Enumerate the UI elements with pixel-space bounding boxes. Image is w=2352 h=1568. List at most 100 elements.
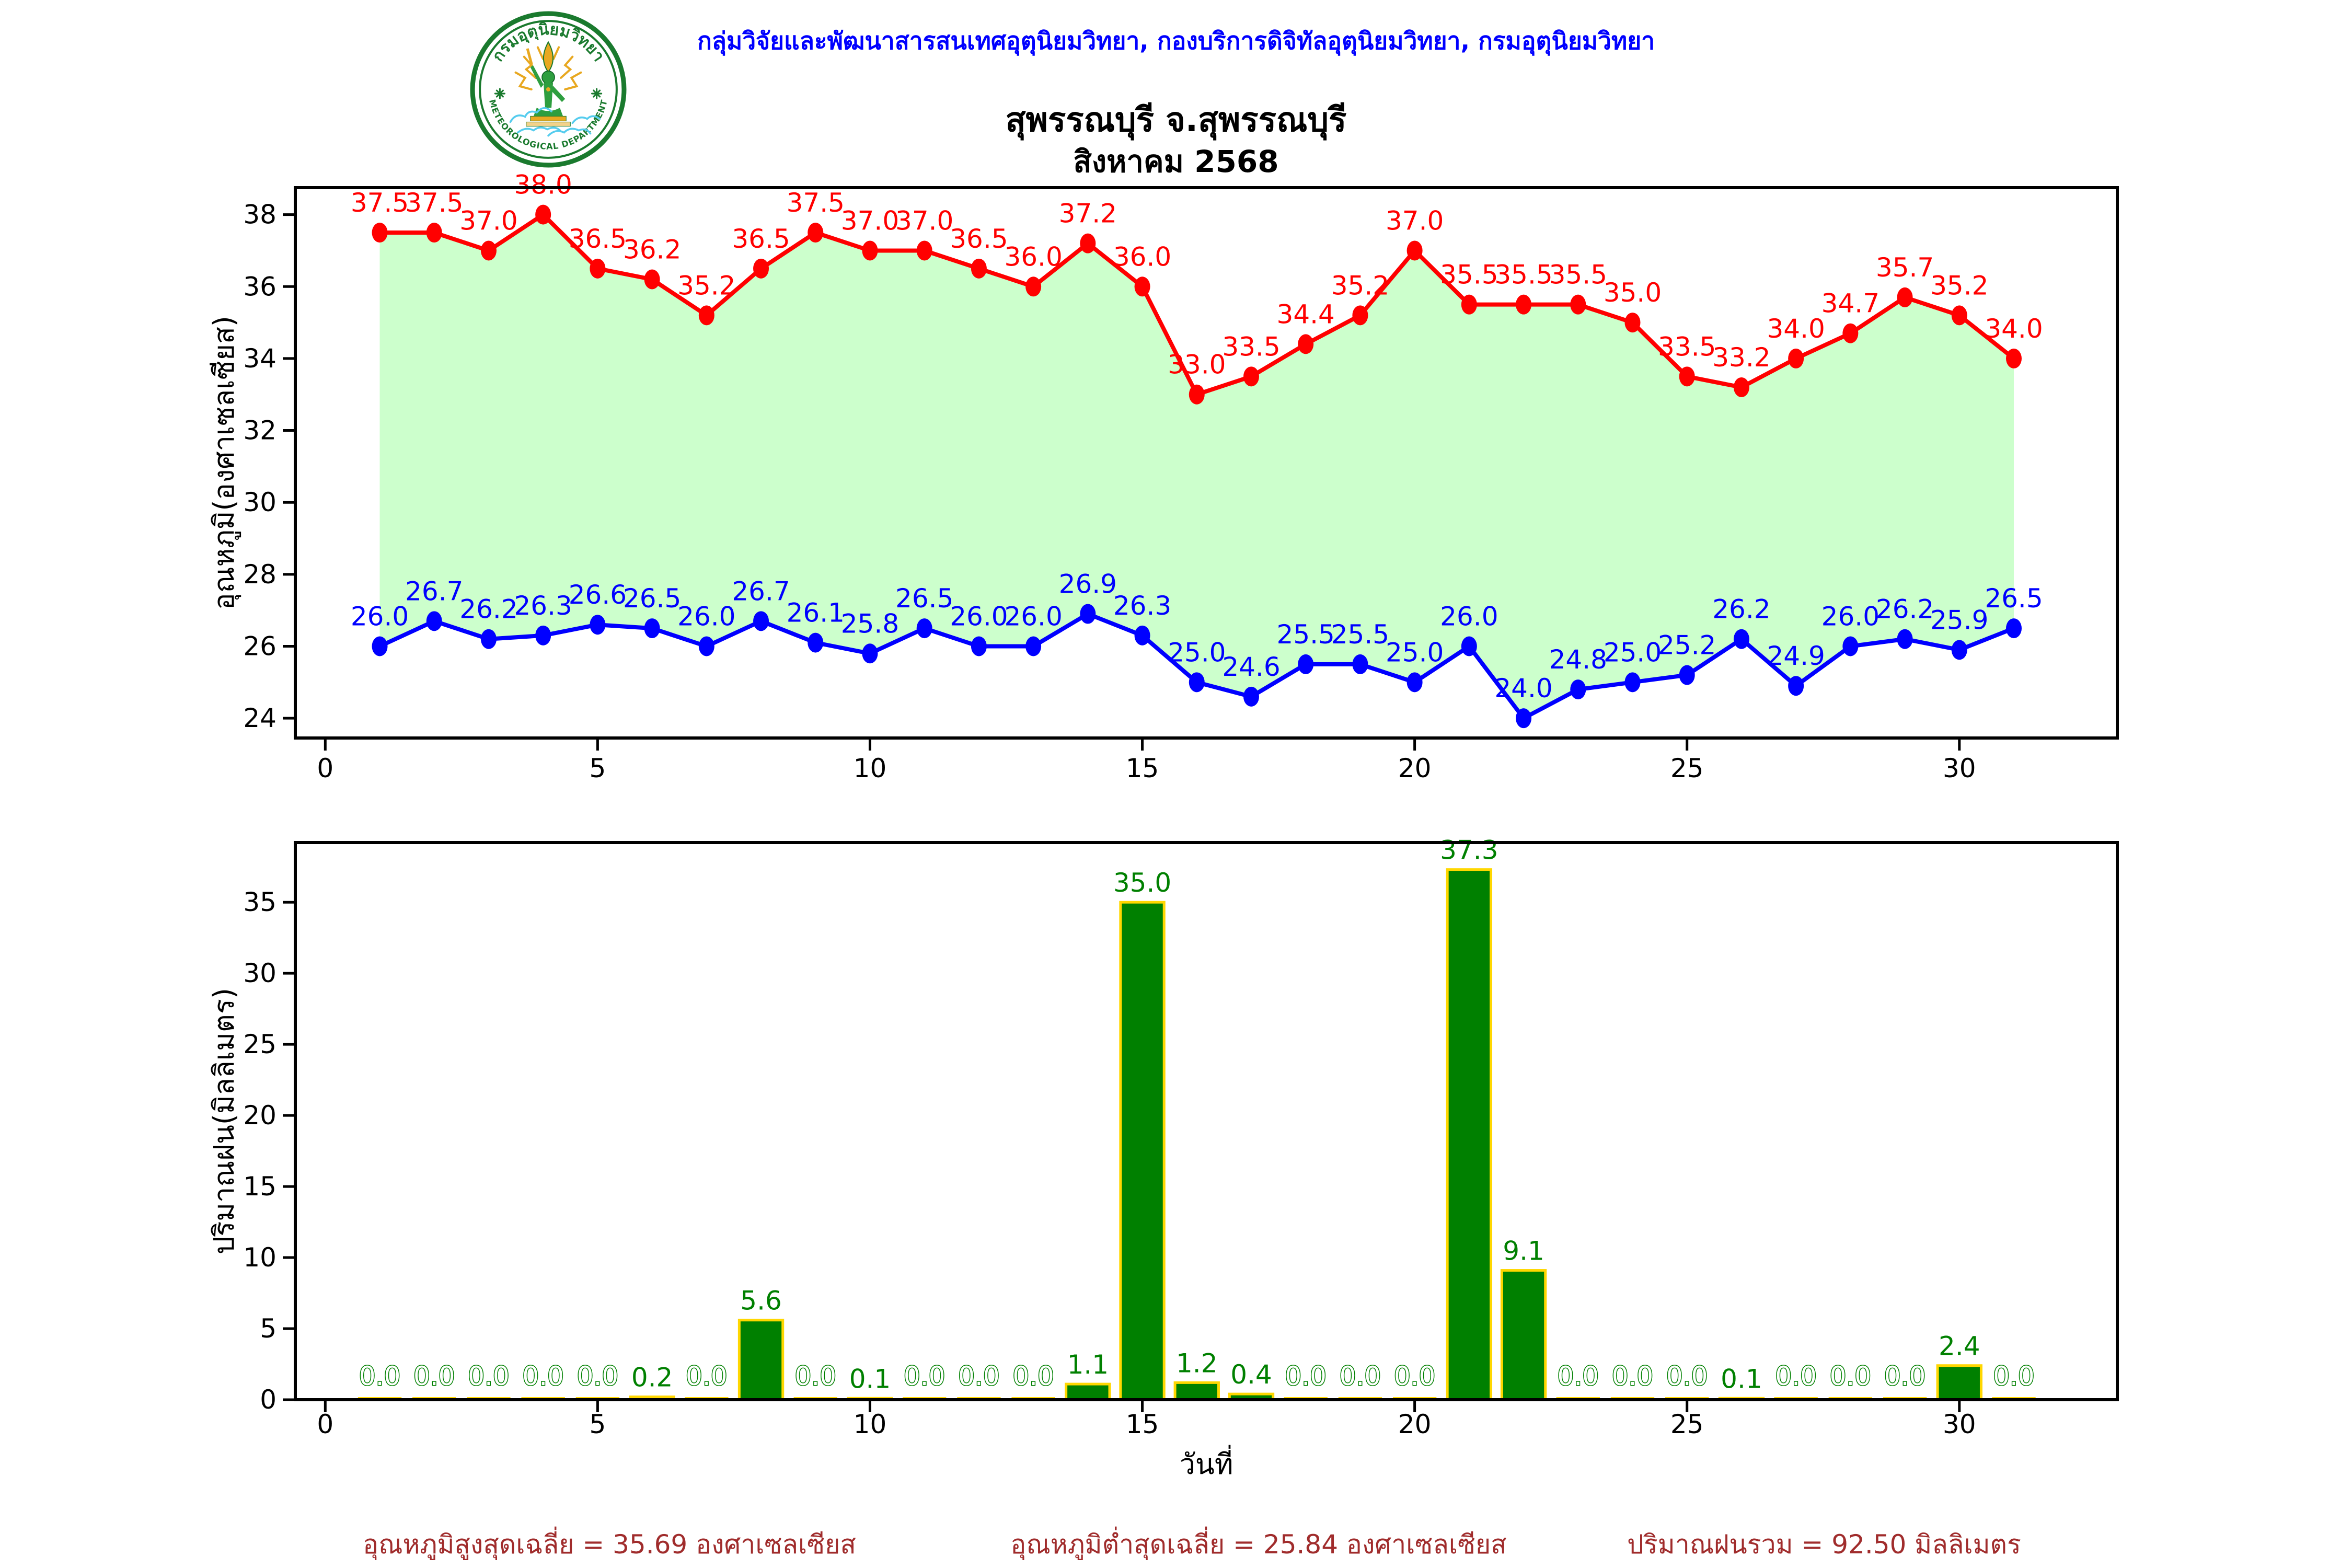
y-axis-tick-label: 30 <box>243 958 276 988</box>
min-temperature-value-label: 26.2 <box>1876 594 1934 625</box>
station-title: สุพรรณบุรี จ.สุพรรณบุรี <box>1005 101 1347 140</box>
max-temperature-value-label: 35.5 <box>1494 260 1552 290</box>
x-axis-tick-label: 15 <box>1126 1409 1159 1439</box>
max-temperature-point <box>1080 233 1096 253</box>
min-temperature-value-label: 26.0 <box>1821 602 1880 632</box>
max-temperature-value-label: 35.5 <box>1549 260 1607 290</box>
y-axis-tick-label: 26 <box>243 631 276 662</box>
min-temperature-value-label: 25.0 <box>1168 637 1226 667</box>
rain-value-label: 2.4 <box>1939 1331 1980 1362</box>
summary-rain-total: ปริมาณฝนรวม = 92.50 มิลลิเมตร <box>1627 1529 2021 1560</box>
rain-value-label-zero: 0.0 <box>1775 1361 1817 1391</box>
max-temperature-value-label: 34.4 <box>1277 299 1335 329</box>
min-temperature-point <box>1461 636 1477 656</box>
summary-avg-min: อุณหภูมิต่ำสุดเฉลี่ย = 25.84 องศาเซลเซีย… <box>1010 1529 1507 1560</box>
min-temperature-point <box>1516 708 1532 729</box>
rain-value-label-zero: 0.0 <box>958 1361 1000 1391</box>
rain-bar <box>1119 901 1166 1401</box>
y-axis-tick-label: 24 <box>243 703 276 733</box>
y-axis-tick-label: 10 <box>243 1242 276 1273</box>
rain-value-label-zero: 0.0 <box>1340 1361 1381 1391</box>
max-temperature-point <box>2005 348 2022 368</box>
max-temperature-value-label: 34.0 <box>1767 314 1825 344</box>
rain-value-label-zero: 0.0 <box>1285 1361 1327 1391</box>
star-ornament-icon <box>494 88 603 99</box>
max-temperature-value-label: 37.0 <box>1386 205 1444 236</box>
rain-value-label-zero: 0.0 <box>794 1361 836 1391</box>
max-temperature-point <box>535 204 551 225</box>
min-temperature-point <box>1842 636 1859 656</box>
max-temperature-value-label: 38.0 <box>514 170 572 200</box>
min-temperature-point <box>1189 672 1205 693</box>
min-temperature-value-label: 25.0 <box>1604 637 1662 667</box>
max-temperature-value-label: 37.5 <box>787 188 845 218</box>
min-temperature-value-label: 24.9 <box>1767 641 1825 671</box>
rain-bar <box>1065 1382 1111 1401</box>
min-temperature-point <box>1243 686 1259 707</box>
min-temperature-point <box>862 643 878 664</box>
min-temperature-point <box>753 611 769 631</box>
y-axis-label: อุณหภูมิ(องศาเซลเซียส) <box>207 316 241 610</box>
min-temperature-point <box>1134 625 1150 645</box>
min-temperature-point <box>535 625 551 645</box>
x-axis-tick-label: 30 <box>1943 753 1976 783</box>
min-temperature-point <box>1733 629 1749 649</box>
max-temperature-point <box>590 258 606 279</box>
max-temperature-value-label: 35.0 <box>1604 278 1662 308</box>
rain-value-label-zero: 0.0 <box>1666 1361 1708 1391</box>
max-temperature-value-label: 36.0 <box>1113 241 1171 272</box>
max-temperature-value-label: 36.0 <box>1004 241 1062 272</box>
rain-value-label-zero: 0.0 <box>1830 1361 1872 1391</box>
max-temperature-point <box>480 240 497 261</box>
max-temperature-point <box>1516 294 1532 315</box>
max-temperature-value-label: 37.0 <box>459 205 517 236</box>
y-axis-tick-label: 28 <box>243 559 276 590</box>
min-temperature-point <box>480 629 497 649</box>
rain-value-label-zero: 0.0 <box>468 1361 510 1391</box>
rain-value-label: 5.6 <box>740 1286 782 1316</box>
min-temperature-value-label: 25.2 <box>1658 630 1716 661</box>
min-temperature-point <box>426 611 442 631</box>
rain-value-label-zero: 0.0 <box>1884 1361 1926 1391</box>
rain-value-label: 0.4 <box>1230 1359 1272 1390</box>
month-subtitle: สิงหาคม 2568 <box>1073 144 1279 179</box>
rain-value-label: 1.2 <box>1176 1348 1218 1378</box>
max-temperature-point <box>1298 334 1314 354</box>
max-temperature-point <box>971 258 987 279</box>
max-temperature-point <box>644 269 660 290</box>
rain-value-label: 1.1 <box>1067 1350 1109 1380</box>
x-axis-tick-label: 5 <box>589 1409 606 1439</box>
min-temperature-point <box>2005 618 2022 639</box>
max-temperature-point <box>1624 313 1641 333</box>
x-axis-tick-label: 10 <box>854 753 887 783</box>
min-temperature-value-label: 24.8 <box>1549 644 1607 675</box>
min-temperature-value-label: 26.0 <box>677 602 735 632</box>
max-temperature-point <box>372 223 388 243</box>
min-temperature-value-label: 26.2 <box>459 594 517 625</box>
x-axis-tick-label: 25 <box>1670 1409 1704 1439</box>
max-temperature-point <box>1733 377 1749 397</box>
rain-value-label-zero: 0.0 <box>413 1361 455 1391</box>
max-temperature-value-label: 37.5 <box>351 188 409 218</box>
max-temperature-value-label: 35.2 <box>677 270 735 301</box>
min-temperature-value-label: 26.7 <box>732 576 790 606</box>
y-axis-tick-label: 25 <box>243 1029 276 1059</box>
min-temperature-value-label: 26.0 <box>1440 602 1498 632</box>
max-temperature-point <box>1134 276 1150 297</box>
min-temperature-value-label: 25.9 <box>1930 605 1988 635</box>
max-temperature-value-label: 33.5 <box>1222 331 1280 362</box>
max-temperature-point <box>753 258 769 279</box>
min-temperature-value-label: 24.6 <box>1222 652 1280 682</box>
y-axis-tick-label: 20 <box>243 1100 276 1131</box>
rain-bar <box>1173 1381 1220 1401</box>
max-temperature-point <box>1788 348 1804 368</box>
x-axis-label: วันที่ <box>1180 1445 1233 1481</box>
min-temperature-value-label: 25.0 <box>1386 637 1444 667</box>
rain-value-label-zero: 0.0 <box>904 1361 946 1391</box>
x-axis-tick-label: 20 <box>1398 753 1432 783</box>
min-temperature-point <box>1788 676 1804 696</box>
min-temperature-value-label: 26.3 <box>514 591 572 621</box>
max-temperature-value-label: 36.5 <box>732 224 790 254</box>
x-axis-tick-label: 15 <box>1126 753 1159 783</box>
rain-bar <box>1446 868 1493 1401</box>
